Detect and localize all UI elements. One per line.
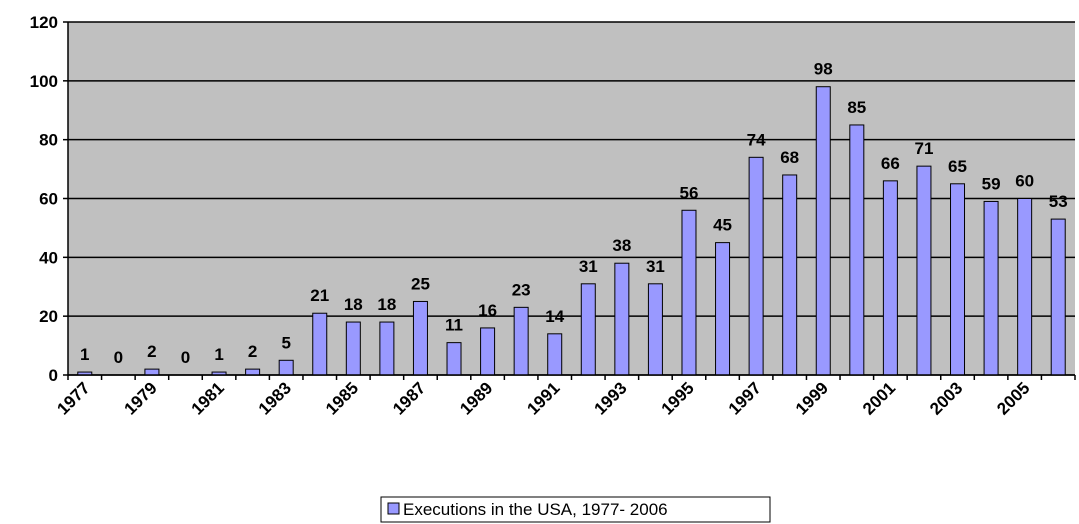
bar	[547, 333, 563, 376]
x-tick-label: 1999	[792, 378, 832, 418]
data-label: 31	[646, 257, 665, 276]
data-label: 25	[411, 274, 430, 293]
data-label: 60	[1015, 172, 1034, 191]
y-tick-label: 80	[39, 131, 58, 150]
legend-label: Executions in the USA, 1977- 2006	[403, 500, 668, 519]
bar	[480, 327, 496, 376]
x-tick-label: 1989	[456, 378, 496, 418]
bar	[983, 200, 999, 376]
x-tick-label: 1987	[389, 378, 429, 418]
x-tick-label: 1979	[121, 378, 161, 418]
bar	[345, 321, 361, 376]
data-label: 1	[80, 345, 89, 364]
x-tick-label: 1991	[523, 378, 563, 418]
y-tick-label: 120	[30, 13, 58, 32]
x-tick-label: 1993	[590, 378, 630, 418]
data-label: 53	[1049, 192, 1068, 211]
data-label: 31	[579, 257, 598, 276]
x-tick-label: 2003	[926, 378, 966, 418]
bar	[614, 262, 630, 376]
y-tick-label: 60	[39, 190, 58, 209]
x-tick-label: 1995	[658, 378, 698, 418]
data-label: 66	[881, 154, 900, 173]
data-label: 68	[780, 148, 799, 167]
data-label: 1	[214, 345, 223, 364]
bar	[580, 283, 596, 376]
data-label: 56	[680, 183, 699, 202]
x-tick-label: 1977	[53, 378, 93, 418]
data-label: 2	[147, 342, 156, 361]
bar	[1050, 218, 1066, 376]
data-label: 2	[248, 342, 257, 361]
bar	[446, 342, 462, 376]
bar	[748, 156, 764, 376]
bar	[815, 86, 831, 376]
bar	[513, 306, 529, 376]
data-label: 11	[445, 316, 463, 335]
data-label: 59	[982, 174, 1001, 193]
bar	[144, 368, 160, 376]
bar	[782, 174, 798, 376]
y-tick-label: 0	[49, 366, 58, 385]
data-label: 45	[713, 216, 732, 235]
legend-box	[380, 496, 771, 523]
bar	[849, 124, 865, 376]
bar	[950, 183, 966, 376]
bar	[647, 283, 663, 376]
data-label: 23	[512, 280, 531, 299]
y-tick-label: 100	[30, 72, 58, 91]
bar	[882, 180, 898, 376]
data-label: 21	[310, 286, 329, 305]
bar	[245, 368, 261, 376]
data-label: 98	[814, 60, 833, 79]
data-label: 38	[612, 236, 631, 255]
x-tick-label: 2005	[993, 378, 1033, 418]
bar	[379, 321, 395, 376]
x-tick-label: 1985	[322, 378, 362, 418]
bar	[1017, 198, 1033, 376]
bar	[412, 300, 428, 376]
bar	[916, 165, 932, 376]
data-label: 71	[914, 139, 933, 158]
bar	[681, 209, 697, 376]
data-label: 14	[545, 307, 564, 326]
x-tick-label: 1981	[188, 378, 228, 418]
data-label: 65	[948, 157, 967, 176]
y-tick-label: 40	[39, 248, 58, 267]
data-label: 74	[747, 130, 766, 149]
data-label: 18	[344, 295, 363, 314]
data-label: 85	[847, 98, 866, 117]
y-tick-label: 20	[39, 307, 58, 326]
data-label: 16	[478, 301, 497, 320]
data-label: 5	[281, 333, 290, 352]
x-tick-label: 2001	[859, 378, 899, 418]
bar	[278, 359, 294, 376]
x-tick-label: 1997	[725, 378, 765, 418]
data-label: 0	[114, 348, 123, 367]
data-label: 0	[181, 348, 190, 367]
bar	[312, 312, 328, 376]
bar	[715, 242, 731, 376]
data-label: 18	[377, 295, 396, 314]
legend-swatch	[387, 502, 400, 515]
x-tick-label: 1983	[255, 378, 295, 418]
